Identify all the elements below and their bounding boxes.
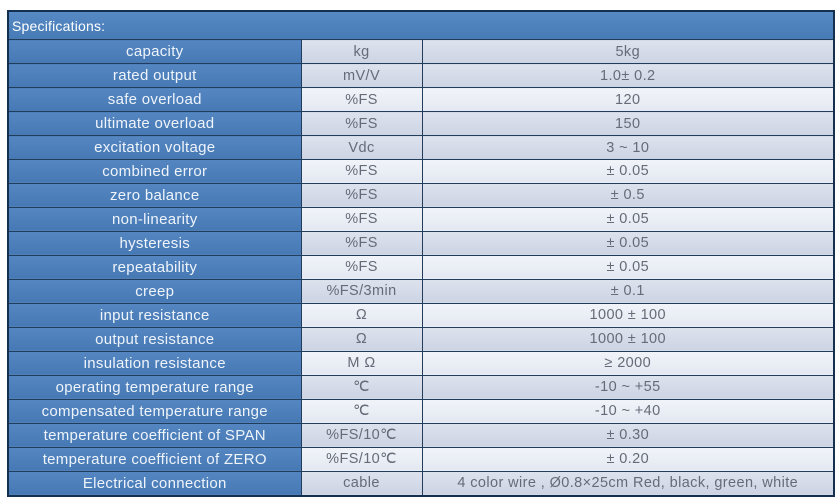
value-cell: 1000 ± 100 [421, 302, 835, 328]
param-cell: temperature coefficient of ZERO [7, 446, 302, 472]
value-cell: ± 0.05 [421, 254, 835, 280]
unit-cell: %FS [300, 182, 423, 208]
table-row: creep %FS/3min ± 0.1 [7, 278, 835, 304]
param-cell: insulation resistance [7, 350, 302, 376]
table-row: temperature coefficient of SPAN %FS/10℃ ± … [7, 422, 835, 448]
table-row: output resistance Ω 1000 ± 100 [7, 326, 835, 352]
table-row: Electrical connection cable 4 color wire ,… [7, 470, 835, 497]
unit-cell: mV/V [300, 63, 423, 89]
table-row: ultimate overload %FS 150 [7, 111, 835, 137]
table-row: zero balance %FS ± 0.5 [7, 182, 835, 208]
unit-cell: %FS [300, 206, 423, 232]
unit-cell: %FS/10℃ [300, 446, 423, 472]
param-cell: combined error [7, 158, 302, 184]
unit-cell: Ω [300, 302, 423, 328]
unit-cell: kg [300, 39, 423, 65]
table-row: hysteresis %FS ± 0.05 [7, 230, 835, 256]
param-cell: rated output [7, 63, 302, 89]
param-cell: operating temperature range [7, 374, 302, 400]
table-title: Specifications: [7, 10, 835, 41]
param-cell: output resistance [7, 326, 302, 352]
value-cell: ± 0.30 [421, 422, 835, 448]
table-row: excitation voltage Vdc 3 ~ 10 [7, 135, 835, 160]
table-row: rated output mV/V 1.0± 0.2 [7, 63, 835, 89]
table-row: combined error %FS ± 0.05 [7, 158, 835, 184]
value-cell: -10 ~ +40 [421, 398, 835, 424]
param-cell: non-linearity [7, 206, 302, 232]
table-row: input resistance Ω 1000 ± 100 [7, 302, 835, 328]
unit-cell: %FS [300, 111, 423, 137]
value-cell: -10 ~ +55 [421, 374, 835, 400]
value-cell: 4 color wire , Ø0.8×25cm Red, black, gre… [421, 470, 835, 497]
unit-cell: %FS [300, 230, 423, 256]
value-cell: ± 0.5 [421, 182, 835, 208]
value-cell: ± 0.05 [421, 206, 835, 232]
unit-cell: Vdc [300, 135, 423, 160]
table-row: safe overload %FS 120 [7, 87, 835, 113]
unit-cell: %FS/3min [300, 278, 423, 304]
param-cell: excitation voltage [7, 135, 302, 160]
value-cell: 1000 ± 100 [421, 326, 835, 352]
param-cell: creep [7, 278, 302, 304]
value-cell: ≥ 2000 [421, 350, 835, 376]
unit-cell: Ω [300, 326, 423, 352]
value-cell: 3 ~ 10 [421, 135, 835, 160]
unit-cell: %FS/10℃ [300, 422, 423, 448]
param-cell: compensated temperature range [7, 398, 302, 424]
value-cell: 1.0± 0.2 [421, 63, 835, 89]
param-cell: ultimate overload [7, 111, 302, 137]
unit-cell: %FS [300, 254, 423, 280]
param-cell: input resistance [7, 302, 302, 328]
param-cell: capacity [7, 39, 302, 65]
unit-cell: ℃ [300, 374, 423, 400]
unit-cell: M Ω [300, 350, 423, 376]
param-cell: hysteresis [7, 230, 302, 256]
param-cell: temperature coefficient of SPAN [7, 422, 302, 448]
value-cell: ± 0.20 [421, 446, 835, 472]
unit-cell: ℃ [300, 398, 423, 424]
value-cell: 5kg [421, 39, 835, 65]
param-cell: zero balance [7, 182, 302, 208]
value-cell: 120 [421, 87, 835, 113]
table-row: insulation resistance M Ω ≥ 2000 [7, 350, 835, 376]
value-cell: ± 0.05 [421, 230, 835, 256]
table-header-row: Specifications: [7, 10, 835, 41]
value-cell: ± 0.05 [421, 158, 835, 184]
unit-cell: %FS [300, 87, 423, 113]
unit-cell: %FS [300, 158, 423, 184]
table-row: non-linearity %FS ± 0.05 [7, 206, 835, 232]
value-cell: 150 [421, 111, 835, 137]
param-cell: safe overload [7, 87, 302, 113]
value-cell: ± 0.1 [421, 278, 835, 304]
param-cell: repeatability [7, 254, 302, 280]
table-row: repeatability %FS ± 0.05 [7, 254, 835, 280]
table-row: compensated temperature range ℃ -10 ~ +40 [7, 398, 835, 424]
unit-cell: cable [300, 470, 423, 497]
table-body: capacity kg 5kg rated output mV/V 1.0± 0.2 saf… [7, 39, 835, 497]
specifications-table: Specifications: capacity kg 5kg rated outpu… [7, 10, 835, 497]
table-row: capacity kg 5kg [7, 39, 835, 65]
param-cell: Electrical connection [7, 470, 302, 497]
table-row: temperature coefficient of ZERO %FS/10℃ ± … [7, 446, 835, 472]
table-row: operating temperature range ℃ -10 ~ +55 [7, 374, 835, 400]
